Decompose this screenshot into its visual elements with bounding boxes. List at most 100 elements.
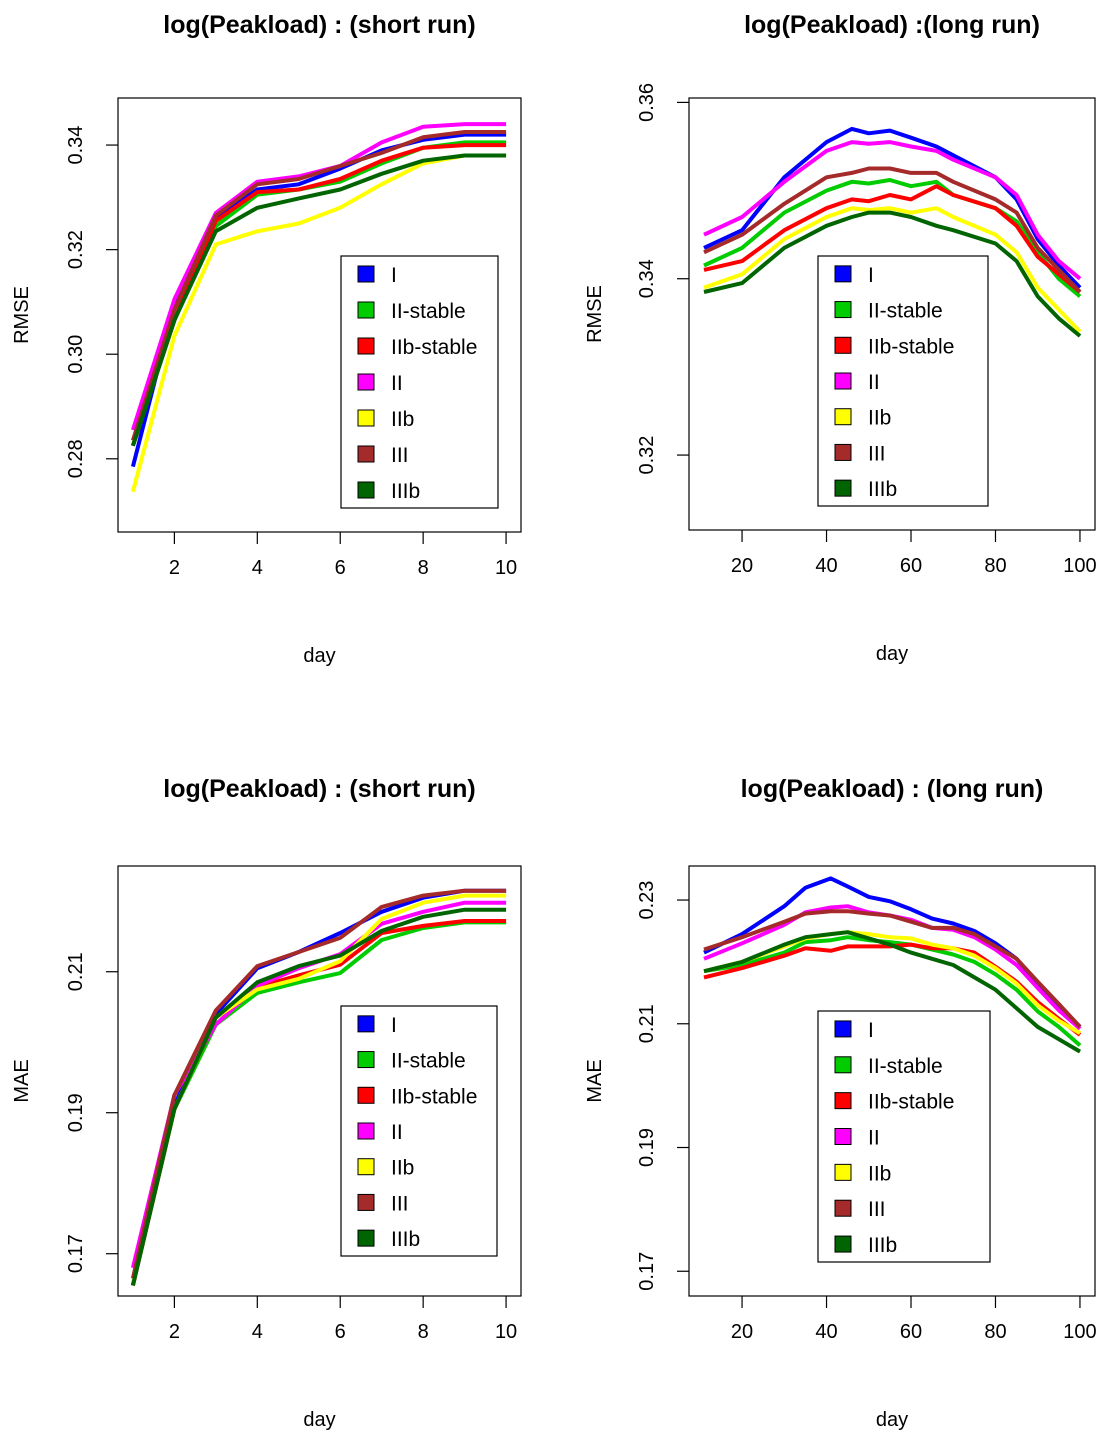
legend-swatch [357,301,375,319]
y-tick-label: 0.32 [65,230,87,269]
legend-label: I [868,1019,874,1042]
series-line-ii [703,140,1082,281]
legend-label: II [868,371,880,394]
y-axis-label: RMSE [584,285,606,343]
x-tick-label: 6 [335,1321,346,1343]
chart-title: log(Peakload) : (long run) [741,775,1044,803]
legend-swatch [834,408,852,426]
x-tick-label: 60 [900,1321,922,1343]
legend-swatch [357,1193,375,1211]
chart-title: log(Peakload) : (short run) [163,11,476,39]
chart-panel-2: log(Peakload) :(long run) 20 40 60 80 100 day 0… [584,11,1097,665]
series-line-iib-stable [703,184,1082,294]
series-line-iib-stable [131,143,507,447]
chart-panel-1: log(Peakload) : (short run) 2 4 6 8 10 day 0.28… [11,11,522,667]
x-tick-label: 8 [418,1321,429,1343]
legend-swatch [834,1020,852,1038]
legend: I II-stable IIb-stable II IIb III IIIb [340,255,499,509]
legend-swatch [357,409,375,427]
x-tick-label: 100 [1063,1321,1096,1343]
x-axis-label: day [303,1409,335,1431]
legend-label: I [868,264,874,287]
legend-swatch [357,1158,375,1176]
legend-swatch [357,481,375,499]
y-tick-label: 0.34 [636,259,658,298]
legend-swatch [834,372,852,390]
x-tick-label: 40 [815,1321,837,1343]
legend-swatch [357,1051,375,1069]
x-axis-label: day [303,645,335,667]
y-tick-label: 0.19 [65,1093,87,1132]
legend-label: I [391,264,397,287]
legend-label: IIb-stable [868,335,954,358]
legend-label: IIb [868,1162,891,1185]
legend-label: II [868,1127,880,1150]
legend-label: IIb [391,1157,414,1180]
legend-label: IIb-stable [391,336,477,359]
legend-label: I [391,1014,397,1037]
legend-label: II-stable [868,1055,943,1078]
y-axis-label: MAE [584,1059,606,1102]
legend-label: IIIb [391,1228,420,1251]
legend: I II-stable IIb-stable II IIb III IIIb [340,1005,498,1257]
legend: I II-stable IIb-stable II IIb III IIIb [817,1010,991,1263]
x-axis-label: day [876,643,908,665]
legend-label: IIb [868,407,891,430]
legend-swatch [834,1056,852,1074]
legend-swatch [834,1199,852,1217]
y-tick-label: 0.17 [65,1234,87,1273]
legend-label: II [391,1121,403,1144]
series-line-iii [703,166,1082,294]
x-tick-label: 80 [984,555,1006,577]
series-line-iiib [131,153,507,447]
y-tick-label: 0.19 [636,1128,658,1167]
legend-swatch [834,301,852,319]
series-line-iiib [130,907,507,1286]
x-tick-label: 4 [252,557,263,579]
y-tick-label: 0.23 [636,881,658,920]
legend-label: III [391,444,409,467]
legend-label: IIb [391,408,414,431]
legend-swatch [834,336,852,354]
x-tick-label: 2 [169,557,180,579]
legend-swatch [357,1229,375,1247]
y-tick-label: 0.32 [636,436,658,475]
legend-swatch [357,1086,375,1104]
legend-label: IIb-stable [868,1091,954,1114]
chart-panel-3: log(Peakload) : (short run) 2 4 6 8 10 day 0.17… [11,775,522,1431]
x-tick-label: 100 [1063,555,1096,577]
series-line-i [703,126,1082,289]
plot-frame [688,97,1096,531]
legend-label: III [868,442,886,465]
legend-label: IIIb [868,478,897,501]
legend-swatch [357,1122,375,1140]
legend-swatch [834,1092,852,1110]
y-tick-label: 0.21 [65,952,87,991]
legend-swatch [357,337,375,355]
legend-swatch [357,445,375,463]
legend-swatch [357,265,375,283]
legend-swatch [834,479,852,497]
plot-frame [688,865,1096,1297]
series-line-iiib [703,210,1082,338]
y-tick-label: 0.34 [65,126,87,165]
legend-label: IIb-stable [391,1085,477,1108]
legend-label: III [868,1198,886,1221]
x-tick-label: 40 [815,555,837,577]
legend: I II-stable IIb-stable II IIb III IIIb [817,255,989,507]
chart-panel-4: log(Peakload) : (long run) 20 40 60 80 100 day… [584,775,1097,1431]
y-axis-label: RMSE [11,286,33,344]
y-tick-label: 0.17 [636,1252,658,1291]
legend-label: II-stable [868,300,943,323]
legend-swatch [834,1163,852,1181]
legend-label: IIIb [868,1234,897,1257]
legend-swatch [834,1128,852,1145]
legend-label: IIIb [391,480,420,503]
series-line-iii [130,130,507,442]
x-tick-label: 6 [335,557,346,579]
x-axis-label: day [876,1409,908,1431]
legend-label: II-stable [391,1050,466,1073]
legend-label: II-stable [391,300,466,323]
series-line-iiib [703,930,1082,1054]
